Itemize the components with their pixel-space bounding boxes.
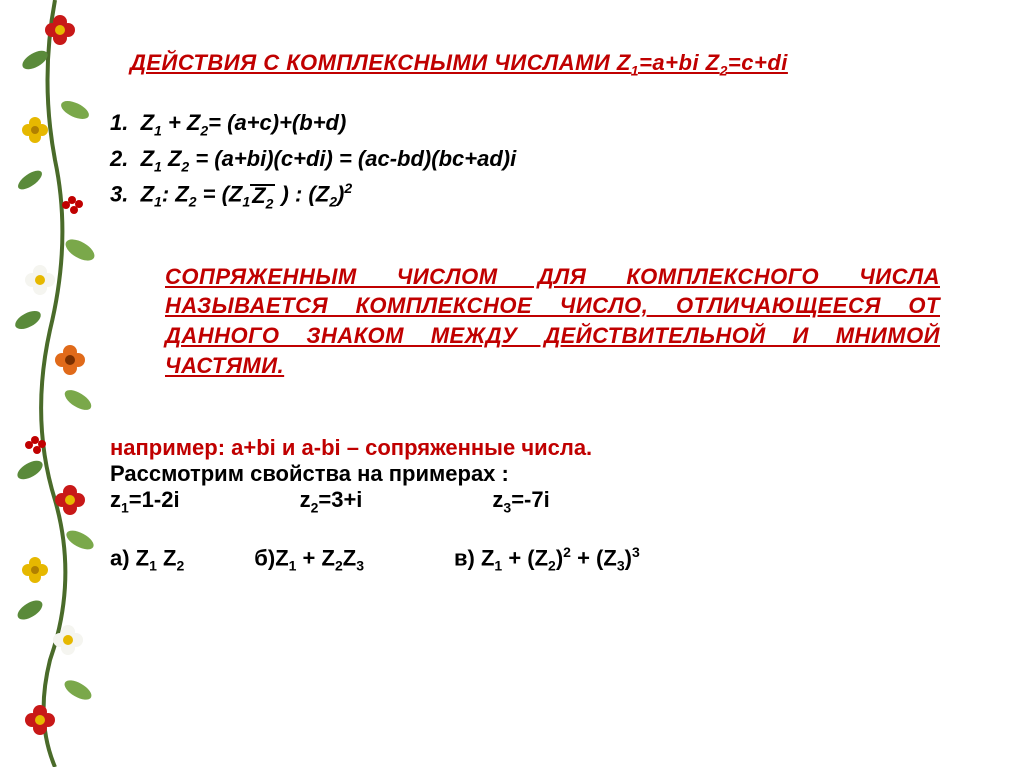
problems-line: а) Z1 Z2б)Z1 + Z2Z3в) Z1 + (Z2)2 + (Z3)3 — [110, 544, 980, 574]
title-sub2: 2 — [720, 62, 728, 78]
givens-line: z1=1-2iz2=3+iz3=-7i — [110, 487, 980, 515]
floral-border — [0, 0, 110, 767]
title-mid: =a+bi Z — [639, 50, 720, 75]
consider-line: Рассмотрим свойства на примерах : — [110, 461, 980, 487]
operation-2: 2. Z1 Z2 = (a+bi)(c+di) = (ac-bd)(bc+ad)… — [110, 144, 980, 176]
title-sub1: 1 — [631, 62, 639, 78]
example-line: например: a+bi и a-bi – сопряженные числ… — [110, 435, 980, 461]
operation-3: 3. Z1: Z2 = (Z1Z2 ) : (Z2)2 — [110, 179, 980, 212]
conjugate-bar: Z2 — [250, 184, 275, 211]
title-end: =c+di — [728, 50, 788, 75]
example-block: например: a+bi и a-bi – сопряженные числ… — [110, 435, 980, 515]
slide-title: ДЕЙСТВИЯ С КОМПЛЕКСНЫМИ ЧИСЛАМИ Z1=a+bi … — [130, 50, 980, 78]
operation-1: 1. Z1 + Z2= (a+c)+(b+d) — [110, 108, 980, 140]
operations-list: 1. Z1 + Z2= (a+c)+(b+d) 2. Z1 Z2 = (a+bi… — [110, 108, 980, 211]
slide-content: ДЕЙСТВИЯ С КОМПЛЕКСНЫМИ ЧИСЛАМИ Z1=a+bi … — [110, 50, 980, 573]
title-text: ДЕЙСТВИЯ С КОМПЛЕКСНЫМИ ЧИСЛАМИ Z — [130, 50, 631, 75]
definition-text: СОПРЯЖЕННЫМ ЧИСЛОМ ДЛЯ КОМПЛЕКСНОГО ЧИСЛ… — [165, 262, 940, 381]
